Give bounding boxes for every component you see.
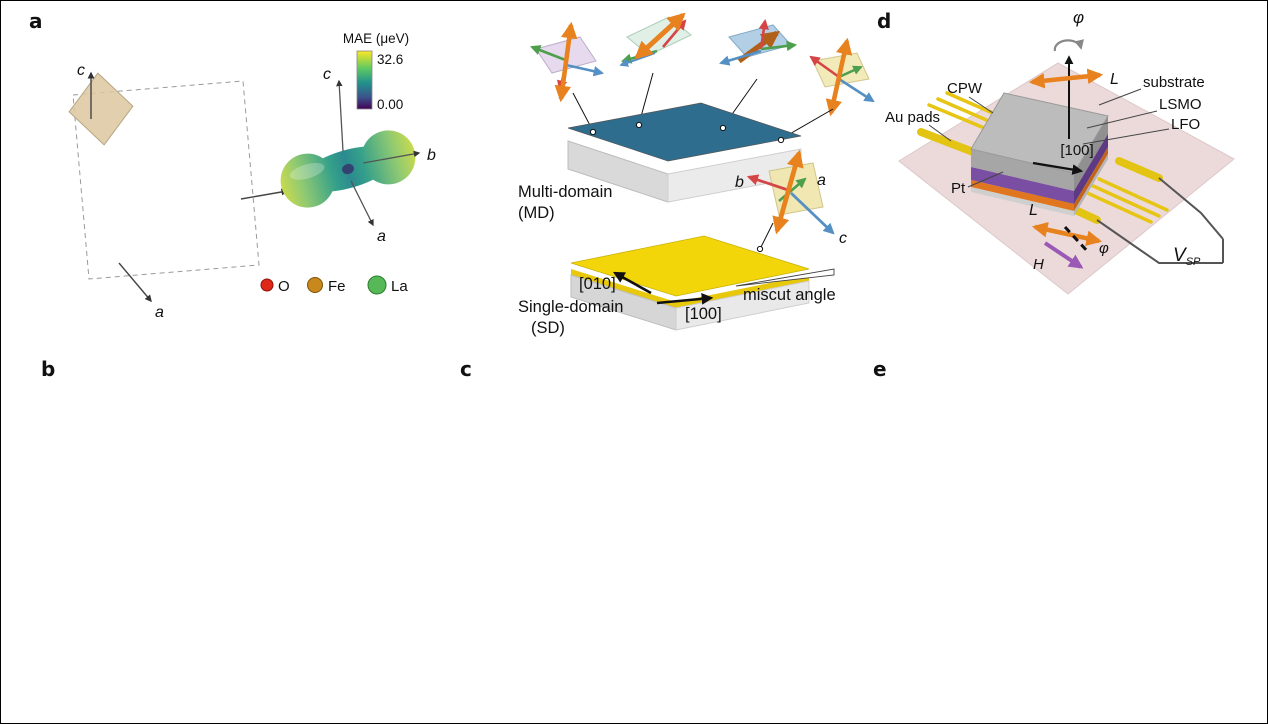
sd-label-2: (SD)	[531, 319, 565, 337]
panel-b-rsm-chart	[23, 353, 443, 724]
vsp-label: VSP	[1173, 245, 1201, 268]
dir-100-device-label: [100]	[1060, 142, 1093, 159]
dir-100-label: [100]	[685, 305, 722, 323]
atom-legend: O Fe La	[260, 275, 408, 295]
panel-a-domains-artwork: Multi-domain (MD) b a c [010] [100]	[518, 12, 875, 337]
lsmo-label: LSMO	[1159, 96, 1202, 113]
mae-axis-a-label: a	[377, 228, 386, 245]
unit-cell-outline	[72, 80, 260, 280]
panel-a-crystal-artwork: c b a O Fe La MAE (μeV) 32.6 0.00	[68, 31, 436, 321]
panel-label-e: e	[873, 357, 887, 381]
panel-c-xas-chart	[441, 353, 871, 724]
sample-stack	[970, 92, 1109, 216]
pt-label: Pt	[951, 180, 966, 197]
multi-domain-slab	[567, 102, 802, 203]
mae-colorbar-max: 32.6	[377, 52, 403, 67]
L-bottom-label: L	[1029, 202, 1038, 219]
miscut-angle-label: miscut angle	[743, 286, 836, 304]
axis-a-label: a	[155, 304, 164, 321]
pointer-lines	[928, 88, 1170, 188]
axis-c-label: c	[77, 62, 85, 79]
L-top-label: L	[1110, 71, 1119, 88]
atom-legend-Fe: Fe	[328, 278, 346, 295]
sd-label-1: Single-domain	[518, 298, 623, 316]
phi-axis-label: φ	[1073, 8, 1084, 27]
mae-colorbar: MAE (μeV) 32.6 0.00	[343, 31, 409, 112]
sd-variant-icon	[746, 149, 835, 253]
domain-variant-icon-4	[809, 37, 875, 117]
mini-axis-b-label: b	[735, 174, 744, 191]
mae-axis-c-label: c	[323, 66, 331, 83]
feo6-octahedron	[68, 72, 134, 146]
md-label-1: Multi-domain	[518, 183, 612, 201]
mae-colorbar-title: MAE (μeV)	[343, 31, 409, 46]
miscut-wedge	[735, 268, 835, 287]
cpw-label: CPW	[947, 80, 983, 97]
substrate-label: substrate	[1143, 74, 1205, 91]
mae-colorbar-min: 0.00	[377, 97, 403, 112]
atom-legend-La: La	[391, 278, 408, 295]
au-pads-label: Au pads	[885, 109, 940, 126]
panel-label-c: c	[460, 357, 472, 381]
panel-label-b: b	[41, 357, 56, 381]
crystal-structure	[68, 72, 134, 146]
panel-d-device-artwork: [100] φ L substrate LSMO LFO CPW Au pads…	[885, 8, 1235, 295]
atom-legend-O: O	[278, 278, 290, 295]
phi-bottom-label: φ	[1099, 240, 1109, 257]
mini-axis-a-label: a	[817, 172, 826, 189]
md-label-2: (MD)	[518, 204, 555, 222]
domain-variant-icon-3	[719, 18, 798, 66]
mae-axis-b-label: b	[427, 147, 436, 164]
panel-label-d: d	[877, 9, 892, 33]
H-label: H	[1033, 256, 1044, 273]
vsp-wires	[1096, 177, 1224, 264]
panel-e-vishe-chart	[866, 353, 1268, 724]
domain-variant-icon-2	[619, 12, 692, 67]
dir-010-label: [010]	[579, 275, 616, 293]
panel-label-a: a	[29, 9, 43, 33]
mini-axis-c-label: c	[839, 230, 847, 247]
domain-variant-icon-1	[530, 21, 605, 103]
lfo-label: LFO	[1171, 116, 1200, 133]
mae-surface	[280, 130, 416, 208]
